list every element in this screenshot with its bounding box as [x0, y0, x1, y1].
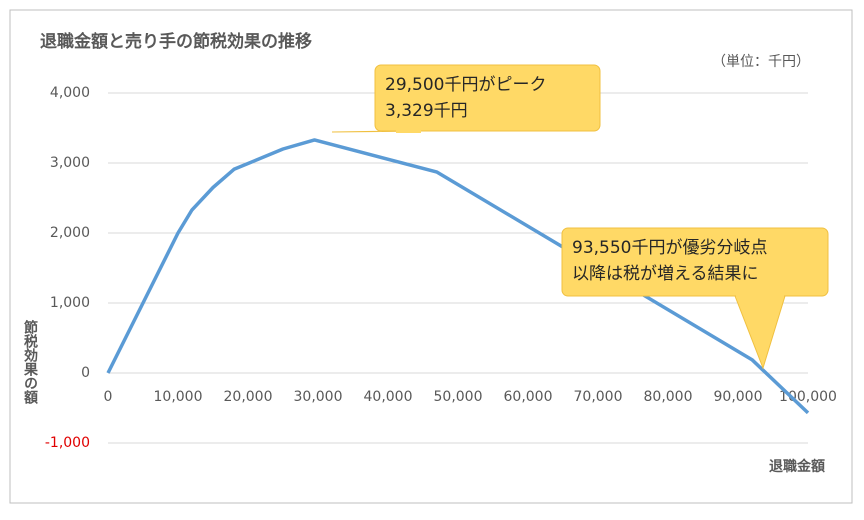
x-tick-label: 80,000: [644, 389, 693, 405]
x-tick-label: 40,000: [364, 389, 413, 405]
x-tick-label: 50,000: [434, 389, 483, 405]
x-tick-label: 90,000: [714, 389, 763, 405]
x-tick-label: 10,000: [154, 389, 203, 405]
y-tick-label: 1,000: [50, 295, 90, 311]
y-axis-label: 節税効果の額: [22, 319, 39, 405]
y-tick-label: 4,000: [50, 85, 90, 101]
callout-text: 以降は税が増える結果に: [572, 264, 759, 284]
x-axis-label: 退職金額: [769, 458, 825, 475]
y-tick-label: 0: [81, 365, 90, 381]
y-tick-label: -1,000: [45, 435, 90, 451]
chart-title: 退職金額と売り手の節税効果の推移: [40, 31, 312, 52]
callout-text: 3,329千円: [385, 101, 468, 121]
callout-box: [561, 227, 829, 297]
callout-text: 29,500千円がピーク: [385, 75, 546, 95]
callout-cover: [396, 128, 421, 133]
x-tick-label: 20,000: [224, 389, 273, 405]
y-tick-label: 3,000: [50, 155, 90, 171]
callout-text: 93,550千円が優劣分岐点: [572, 238, 767, 258]
x-tick-label: 30,000: [294, 389, 343, 405]
y-tick-label: 2,000: [50, 225, 90, 241]
x-tick-label: 60,000: [504, 389, 553, 405]
callout-cover: [736, 293, 784, 298]
unit-label: （単位：千円）: [712, 54, 810, 70]
callout-box: [374, 64, 601, 132]
x-tick-label: 70,000: [574, 389, 623, 405]
x-tick-label: 0: [104, 389, 113, 405]
